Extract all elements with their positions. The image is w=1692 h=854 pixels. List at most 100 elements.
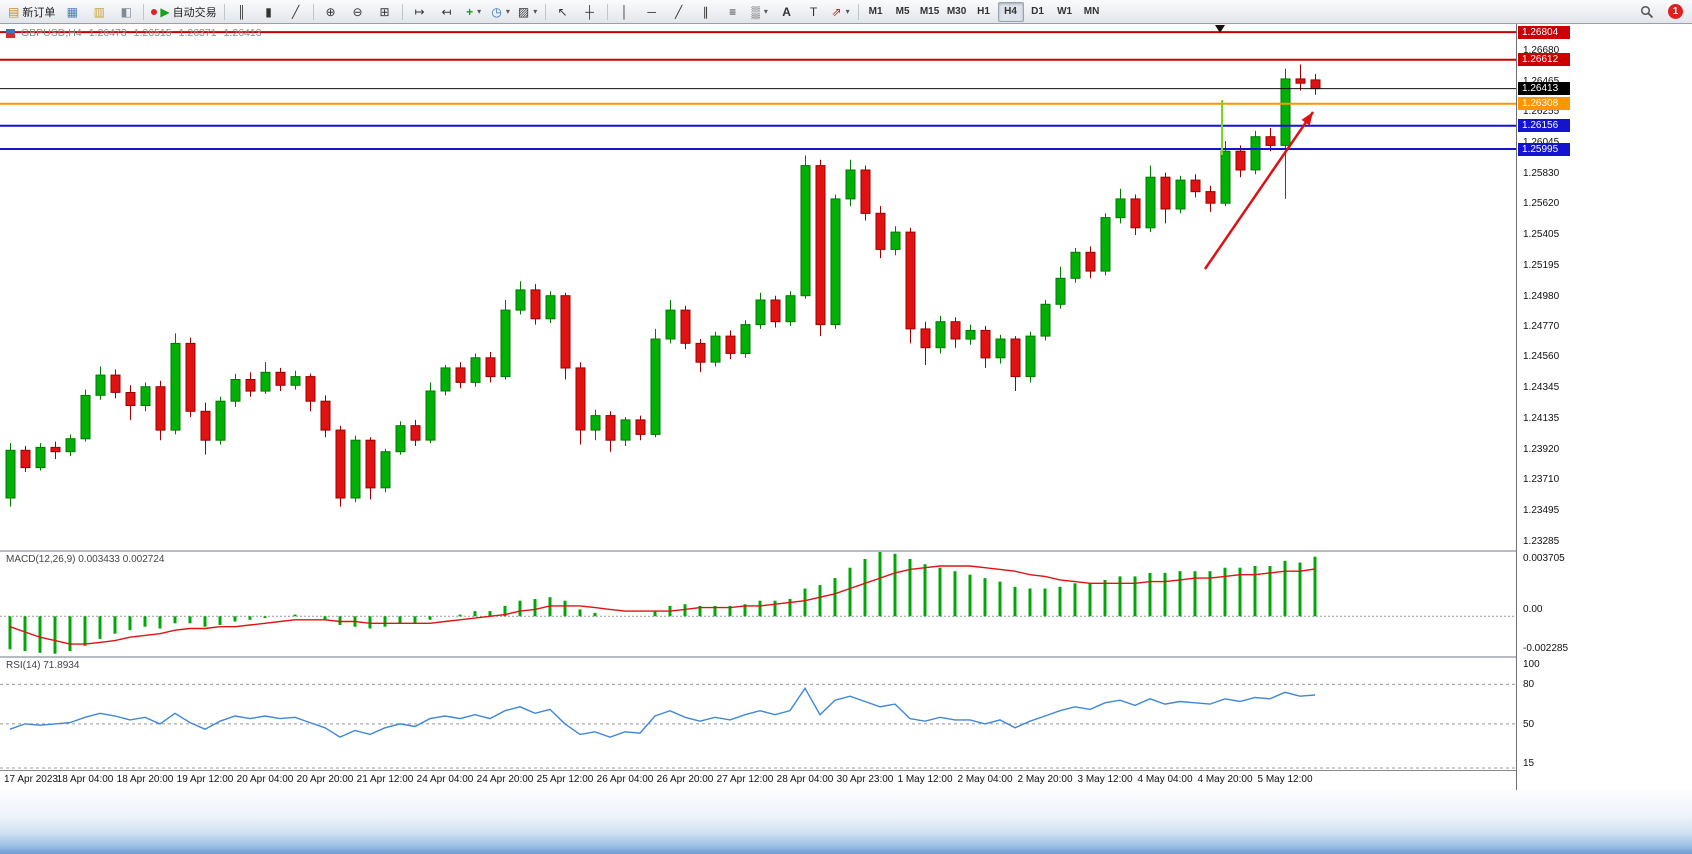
chart-icon [6,28,15,38]
candlestick-button[interactable]: ▮ [256,1,282,23]
price-axis[interactable]: 1.26680 1.26465 1.26255 1.26045 1.25830 1.256… [1516,24,1692,790]
channel-button[interactable]: ∥ [693,1,719,23]
timeframe-button-w1[interactable]: W1 [1057,6,1073,17]
market-watch-icon: ▥ [93,4,106,19]
price-axis-label: 1.25405 [1523,229,1560,241]
price-tag: 1.26612 [1518,53,1570,67]
label-tool-button[interactable]: T [801,1,827,23]
price-axis-label: 1.24770 [1523,321,1560,333]
rsi-axis-label: 80 [1523,679,1535,691]
charts-grid-button[interactable]: ▦ [59,1,85,23]
fibonacci-button[interactable]: ≡ [720,1,746,23]
window-bottom-strip [0,790,1692,854]
auto-scroll-icon: ↦ [414,4,425,19]
line-chart-button[interactable]: ╱ [283,1,309,23]
notification-badge[interactable]: 1 [1668,4,1683,19]
chevron-down-icon: ▾ [533,7,538,16]
new-order-button[interactable]: ▤ 新订单 [5,1,58,23]
arrows-tool-button[interactable]: ⇗ ▾ [828,1,854,23]
timeframe-button-mn[interactable]: MN [1083,6,1100,17]
horizontal-line-button[interactable]: ─ [639,1,665,23]
time-axis-label: 20 Apr 04:00 [236,774,294,785]
market-watch-button[interactable]: ▥ [86,1,112,23]
time-axis-label: 19 Apr 12:00 [176,774,234,785]
timeframe-button-m15[interactable]: M15 [919,6,940,17]
templates-icon: ▨ [517,4,530,19]
price-axis-label: 1.24135 [1523,412,1560,424]
toolbar-separator [143,3,145,20]
auto-scroll-button[interactable]: ↦ [407,1,433,23]
macd-indicator-label: MACD(12,26,9) 0.003433 0.002724 [6,554,165,565]
chart-high: 1.26515 [133,27,172,39]
price-axis-label: 1.24980 [1523,290,1560,302]
time-axis-label: 26 Apr 20:00 [656,774,714,785]
time-axis-label: 27 Apr 12:00 [716,774,774,785]
search-button[interactable] [1634,1,1660,23]
fibonacci-icon: ≡ [729,4,737,19]
vertical-line-button[interactable]: │ [612,1,638,23]
candlestick-chart[interactable] [0,24,1516,550]
time-axis-label: 5 May 12:00 [1257,774,1313,785]
rsi-chart[interactable] [0,658,1516,770]
cursor-button[interactable]: ↖ [550,1,576,23]
time-axis-label: 20 Apr 20:00 [296,774,354,785]
auto-trading-button[interactable]: ▶ 自动交易 [148,1,219,23]
trendline-icon: ╱ [674,4,683,19]
timeframe-button-h1[interactable]: H1 [977,6,990,17]
time-axis-label: 2 May 20:00 [1017,774,1073,785]
toolbar-separator [401,3,403,20]
chart-title: GBPUSD,H4 1.26473 1.26515 1.26371 1.2641… [6,27,262,39]
bar-chart-button[interactable]: ║ [229,1,255,23]
tile-windows-icon: ⊞ [379,4,390,19]
line-chart-icon: ╱ [291,4,300,19]
panel-splitter[interactable] [0,656,1692,658]
rsi-axis-label: 15 [1523,758,1535,769]
time-axis[interactable]: 17 Apr 2023 18 Apr 04:00 18 Apr 20:00 19 Ap… [0,771,1516,790]
templates-button[interactable]: ▨ ▾ [515,1,541,23]
toolbar-separator [312,3,314,20]
panel-splitter[interactable] [0,550,1692,552]
periods-button[interactable]: ◷ ▾ [488,1,514,23]
crosshair-button[interactable]: ┼ [577,1,603,23]
time-axis-label: 4 May 20:00 [1197,774,1253,785]
bar-chart-icon: ║ [237,4,246,19]
price-axis-label: 1.26680 [1523,45,1560,56]
shapes-icon: ▒ [751,4,760,19]
tile-windows-button[interactable]: ⊞ [372,1,398,23]
toolbar-separator [223,3,225,20]
navigator-icon: ◧ [120,4,133,19]
price-axis-label: 1.26045 [1523,137,1559,148]
toolbar: ▤ 新订单 ▦ ▥ ◧ ▶ 自动交易 ║ ▮ ╱ ⊕ ⊖ ⊞ ↦ ↤ + ▾ ◷ ▾… [0,0,1692,24]
timeframe-button-h4[interactable]: H4 [997,1,1024,22]
price-axis-label: 1.24345 [1523,382,1560,394]
chevron-down-icon: ▾ [763,7,768,16]
indicators-button[interactable]: + ▾ [461,1,487,23]
chart-low: 1.26371 [178,27,217,39]
time-axis-label: 21 Apr 12:00 [356,774,414,785]
search-icon [1640,5,1654,18]
time-axis-border [0,770,1692,771]
price-axis-label: 1.23920 [1523,443,1560,455]
macd-axis-label: 0.00 [1523,604,1543,616]
charts-grid-icon: ▦ [66,4,79,19]
price-tag: 1.26156 [1518,119,1570,133]
zoom-in-button[interactable]: ⊕ [318,1,344,23]
label-tool-icon: T [809,4,818,19]
trend-arrow-annotation[interactable] [1203,111,1315,270]
timeframe-button-d1[interactable]: D1 [1031,6,1044,17]
navigator-button[interactable]: ◧ [113,1,139,23]
zoom-out-button[interactable]: ⊖ [345,1,371,23]
macd-chart[interactable] [0,552,1516,656]
shapes-button[interactable]: ▒ ▾ [747,1,773,23]
timeframe-button-m5[interactable]: M5 [895,6,910,17]
time-axis-label: 28 Apr 04:00 [776,774,834,785]
timeframe-button-m1[interactable]: M1 [868,6,883,17]
time-axis-label: 18 Apr 04:00 [56,774,114,785]
price-tag: 1.25995 [1518,142,1570,156]
text-tool-icon: A [782,4,791,19]
text-tool-button[interactable]: A [774,1,800,23]
timeframe-toolbar: M1 M5 M15 M30 H1 H4 D1 W1 MN [863,1,1105,22]
timeframe-button-m30[interactable]: M30 [946,6,967,17]
chart-shift-button[interactable]: ↤ [434,1,460,23]
trendline-button[interactable]: ╱ [666,1,692,23]
